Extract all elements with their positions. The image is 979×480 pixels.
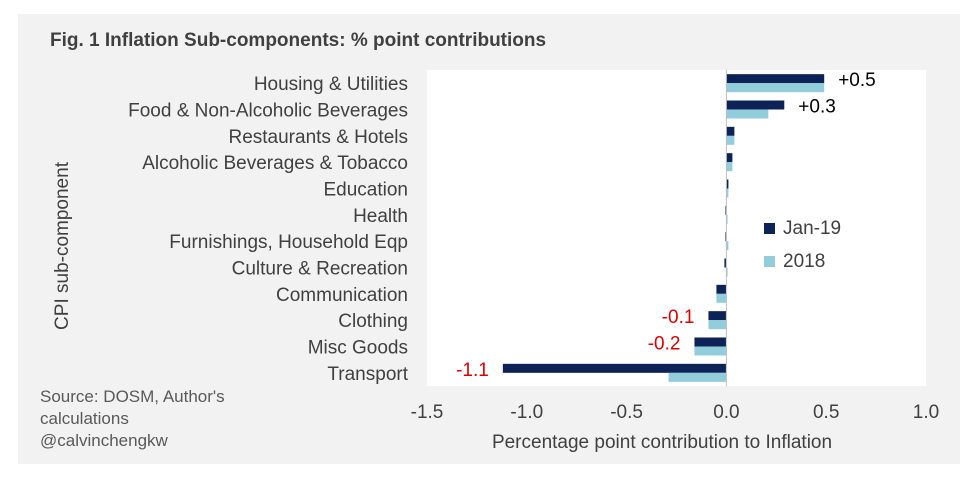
x-tick-label-5: 1.0 [913, 402, 939, 423]
legend-item-2018: 2018 [764, 245, 841, 278]
bar-jan-19-communication [716, 284, 727, 294]
x-tick-label-1: -1.0 [510, 402, 543, 423]
legend-label-jan19: Jan-19 [783, 217, 842, 239]
category-label-furnishings-household-eqp: Furnishings, Household Eqp [169, 232, 408, 253]
category-label-communication: Communication [276, 285, 408, 306]
bar-jan-19-food-non-alcoholic-beverages [726, 100, 785, 110]
x-axis-label: Percentage point contribution to Inflati… [492, 432, 832, 453]
bar-2018-housing-utilities [726, 83, 825, 93]
bar-2018-education [726, 188, 729, 198]
bar-2018-transport [668, 372, 727, 382]
source-line-2: calculations [40, 409, 129, 428]
chart-title: Fig. 1 Inflation Sub-components: % point… [50, 30, 547, 51]
x-tick-label-0: -1.5 [411, 402, 444, 423]
category-label-food-non-alcoholic-beverages: Food & Non-Alcoholic Beverages [128, 101, 408, 122]
data-label-transport: -1.1 [456, 360, 489, 381]
bar-jan-19-education [726, 179, 729, 189]
category-label-culture-recreation: Culture & Recreation [232, 259, 408, 280]
bar-2018-misc-goods [694, 346, 727, 356]
bar-2018-restaurants-hotels [726, 135, 735, 145]
x-tick-label-2: -0.5 [610, 402, 643, 423]
category-label-transport: Transport [327, 364, 408, 385]
category-label-education: Education [323, 180, 408, 201]
category-label-health: Health [353, 206, 408, 227]
bar-jan-19-clothing [708, 311, 727, 321]
x-tick-label-3: 0.0 [713, 402, 739, 423]
bar-jan-19-restaurants-hotels [726, 126, 735, 136]
data-label-food-non-alcoholic-beverages: +0.3 [798, 97, 836, 118]
legend-item-jan19: Jan-19 [764, 212, 841, 245]
plot-area [427, 70, 926, 386]
category-label-alcoholic-beverages-tobacco: Alcoholic Beverages & Tobacco [142, 153, 408, 174]
bar-2018-furnishings-household-eqp [726, 241, 729, 251]
bar-2018-clothing [708, 320, 727, 330]
bar-jan-19-transport [502, 363, 727, 373]
bar-2018-food-non-alcoholic-beverages [726, 109, 769, 119]
bar-2018-communication [716, 293, 727, 303]
source-line-3: @calvinchengkw [40, 431, 168, 450]
category-label-restaurants-hotels: Restaurants & Hotels [228, 127, 408, 148]
legend-label-2018: 2018 [783, 250, 826, 272]
source-line-1: Source: DOSM, Author's [40, 387, 225, 406]
bar-2018-alcoholic-beverages-tobacco [726, 162, 733, 172]
category-label-misc-goods: Misc Goods [308, 338, 408, 359]
data-label-housing-utilities: +0.5 [838, 70, 876, 91]
bar-2018-culture-recreation [726, 267, 728, 277]
legend-swatch-2018 [764, 256, 775, 267]
bar-jan-19-alcoholic-beverages-tobacco [726, 153, 733, 163]
chart-legend: Jan-19 2018 [764, 212, 841, 278]
bar-jan-19-culture-recreation [724, 258, 727, 268]
x-tick-label-4: 0.5 [813, 402, 839, 423]
data-label-clothing: -0.1 [662, 307, 695, 328]
legend-swatch-jan19 [764, 223, 775, 234]
category-label-clothing: Clothing [338, 311, 408, 332]
bar-jan-19-misc-goods [694, 337, 727, 347]
category-label-housing-utilities: Housing & Utilities [254, 74, 408, 95]
bar-2018-health [726, 214, 728, 224]
y-axis-label: CPI sub-component [52, 161, 73, 330]
data-label-misc-goods: -0.2 [648, 334, 681, 355]
bar-jan-19-housing-utilities [726, 74, 825, 84]
